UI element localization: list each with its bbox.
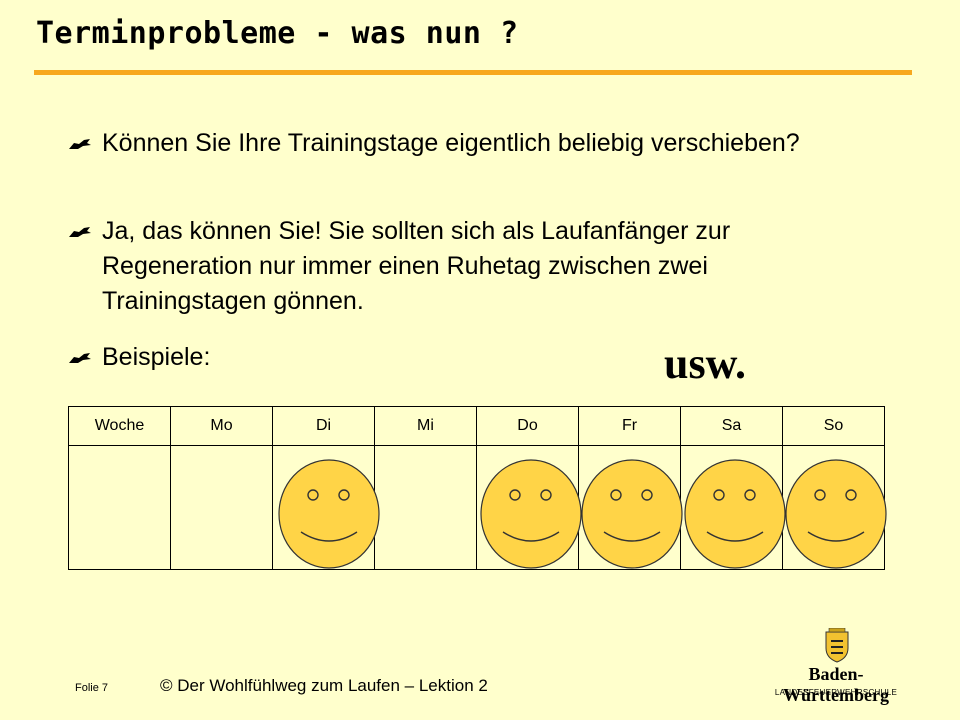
bullet-text: Ja, das können Sie! Sie sollten sich als… (102, 217, 731, 315)
smiley-icon (785, 459, 887, 569)
slide-title: Terminprobleme - was nun ? (36, 16, 519, 51)
header-mi: Mi (374, 406, 477, 446)
bullet-text: Beispiele: (102, 343, 211, 371)
smiley-icon (684, 459, 786, 569)
header-fr: Fr (578, 406, 681, 446)
header-so: So (782, 406, 885, 446)
table-header-row: Woche Mo Di Mi Do Fr Sa So (68, 406, 885, 446)
bullet-icon (69, 227, 91, 237)
header-sa: Sa (680, 406, 783, 446)
coat-of-arms-icon (825, 628, 849, 663)
usw-text: usw. (664, 339, 746, 388)
smiley-icon (480, 459, 582, 569)
bullet-question: Können Sie Ihre Trainingstage eigentlich… (68, 126, 868, 161)
header-do: Do (476, 406, 579, 446)
header-woche: Woche (68, 406, 171, 446)
bullet-answer: Ja, das können Sie! Sie sollten sich als… (68, 214, 868, 319)
cell-mi (374, 445, 477, 570)
footer-copyright: © Der Wohlfühlweg zum Laufen – Lektion 2 (160, 676, 488, 695)
bullet-icon (69, 139, 91, 149)
bullet-text: Können Sie Ihre Trainingstage eigentlich… (102, 129, 800, 157)
cell-mo (170, 445, 273, 570)
logo-name: Baden-Württemberg (783, 664, 889, 705)
bullet-examples: Beispiele: (68, 340, 868, 375)
header-di: Di (272, 406, 375, 446)
smiley-icon (278, 459, 380, 569)
bullet-icon (69, 353, 91, 363)
logo-subtitle: LANDESFEUERWEHRSCHULE (774, 688, 898, 697)
slide-number: Folie 7 (75, 682, 109, 694)
cell-woche (68, 445, 171, 570)
title-underline (34, 70, 912, 75)
smiley-icon (581, 459, 683, 569)
header-mo: Mo (170, 406, 273, 446)
